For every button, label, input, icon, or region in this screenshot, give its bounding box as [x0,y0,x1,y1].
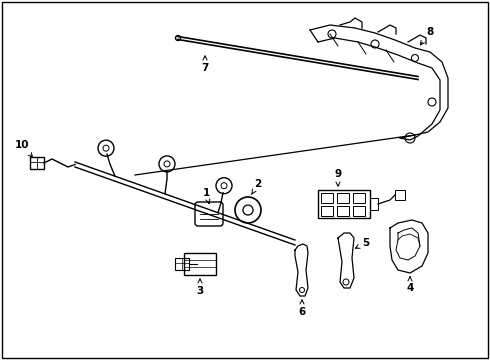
Text: 10: 10 [15,140,32,157]
Text: 5: 5 [355,238,369,248]
Bar [321,206,333,216]
Bar [337,206,349,216]
Bar [318,190,370,218]
Bar [30,157,44,169]
Text: 6: 6 [298,300,306,317]
Text: 9: 9 [335,169,342,186]
Bar [184,253,216,275]
Bar [395,190,405,200]
Bar [353,206,365,216]
Bar [353,193,365,203]
Bar [321,193,333,203]
Text: 4: 4 [406,277,414,293]
Text: 7: 7 [201,56,209,73]
Bar [370,198,378,210]
Bar [337,193,349,203]
Text: 3: 3 [196,279,204,296]
Text: 8: 8 [420,27,434,45]
Bar [175,258,189,270]
Text: 1: 1 [202,188,210,204]
Text: 2: 2 [252,179,262,194]
